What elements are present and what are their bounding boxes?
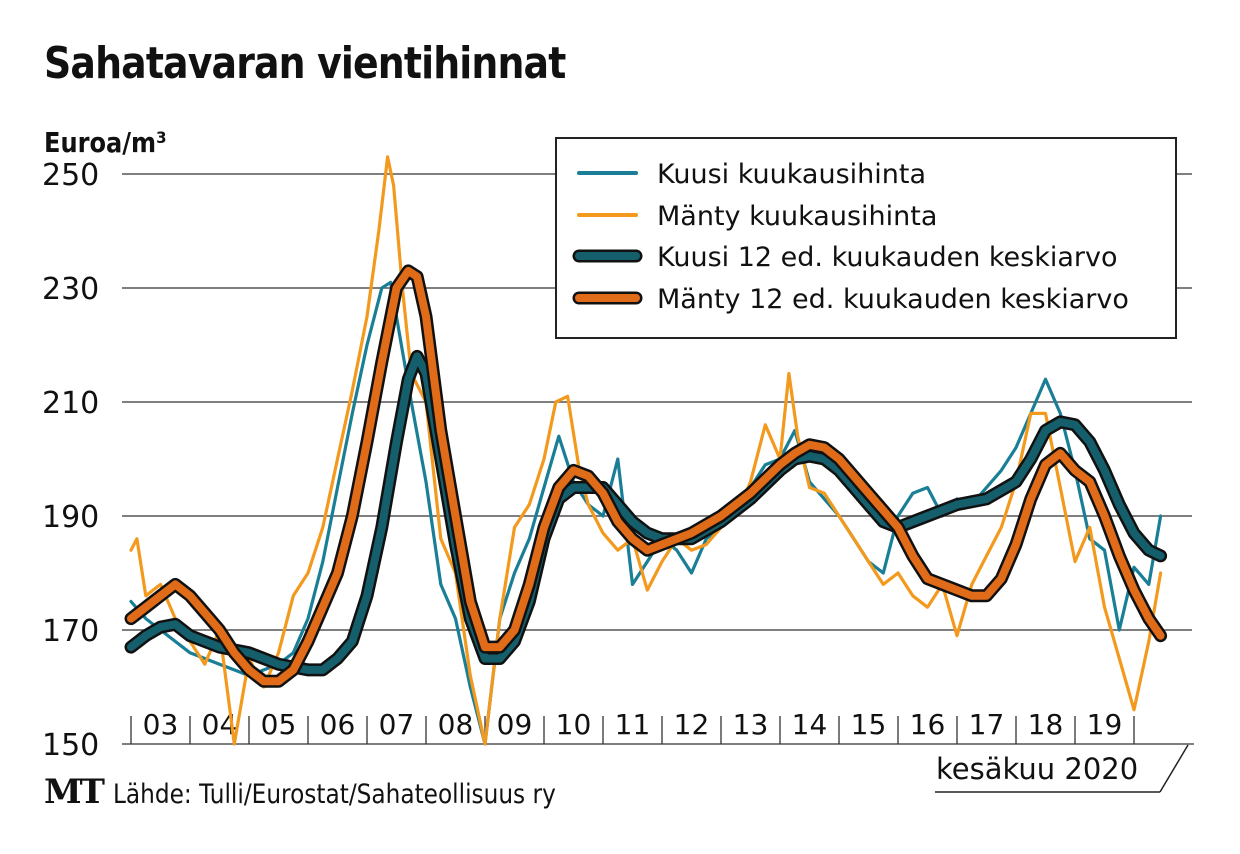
x-tick-label-19: 19 (1087, 708, 1123, 741)
x-tick-label-06: 06 (320, 708, 356, 741)
date-tag-outline (935, 744, 1189, 793)
series-line-manty-monthly (129, 155, 1163, 746)
footer: MT Lähde: Tulli/Eurostat/Sahateollisuus … (44, 772, 628, 812)
x-tick-label-08: 08 (438, 708, 474, 741)
x-tick-label-09: 09 (497, 708, 533, 741)
x-tick-label-14: 14 (792, 708, 828, 741)
x-tick-label-13: 13 (733, 708, 769, 741)
legend-label-manty-monthly: Mänty kuukausihinta (657, 201, 937, 232)
x-tick-label-18: 18 (1028, 708, 1064, 741)
legend-label-kuusi-monthly: Kuusi kuukausihinta (657, 159, 926, 190)
legend-label-manty-avg: Mänty 12 ed. kuukauden keskiarvo (657, 284, 1129, 315)
x-tick-label-15: 15 (851, 708, 887, 741)
y-axis-unit-label: Euroa/m³ (44, 126, 167, 159)
x-tick-label-11: 11 (615, 708, 651, 741)
y-tick-label-230: 230 (42, 272, 99, 307)
x-tick-label-17: 17 (969, 708, 1005, 741)
legend-label-kuusi-avg: Kuusi 12 ed. kuukauden keskiarvo (657, 242, 1118, 273)
x-tick-label-10: 10 (556, 708, 592, 741)
x-tick-label-05: 05 (261, 708, 297, 741)
date-label: kesäkuu 2020 (936, 752, 1139, 786)
y-tick-label-170: 170 (42, 614, 99, 649)
y-tick-label-150: 150 (42, 728, 99, 763)
series-manty-monthly (129, 155, 1163, 746)
source-text: Lähde: Tulli/Eurostat/Sahateollisuus ry (112, 779, 556, 810)
chart-title: Sahatavaran vientihinnat (44, 38, 566, 89)
y-tick-label-210: 210 (42, 386, 99, 421)
y-axis-ticks: 150 170 190 210 230 250 (42, 158, 99, 763)
series-manty-avg (124, 264, 1168, 688)
series-line-kuusi-monthly (129, 280, 1163, 746)
x-axis: 03 04 05 06 07 08 09 10 11 12 13 14 15 16 17 18 19 (122, 708, 1194, 745)
legend-box (555, 137, 1177, 339)
series-lines (124, 155, 1168, 746)
legend: Kuusi kuukausihinta Mänty kuukausihinta … (555, 137, 1177, 339)
x-tick-label-07: 07 (379, 708, 415, 741)
series-line-manty-avg (127, 266, 1165, 686)
y-tick-label-250: 250 (42, 158, 99, 193)
x-tick-label-03: 03 (143, 708, 179, 741)
x-tick-label-12: 12 (674, 708, 710, 741)
series-kuusi-monthly (129, 280, 1163, 746)
y-tick-label-190: 190 (42, 500, 99, 535)
x-tick-label-16: 16 (910, 708, 946, 741)
mt-logo: MT (44, 772, 105, 812)
